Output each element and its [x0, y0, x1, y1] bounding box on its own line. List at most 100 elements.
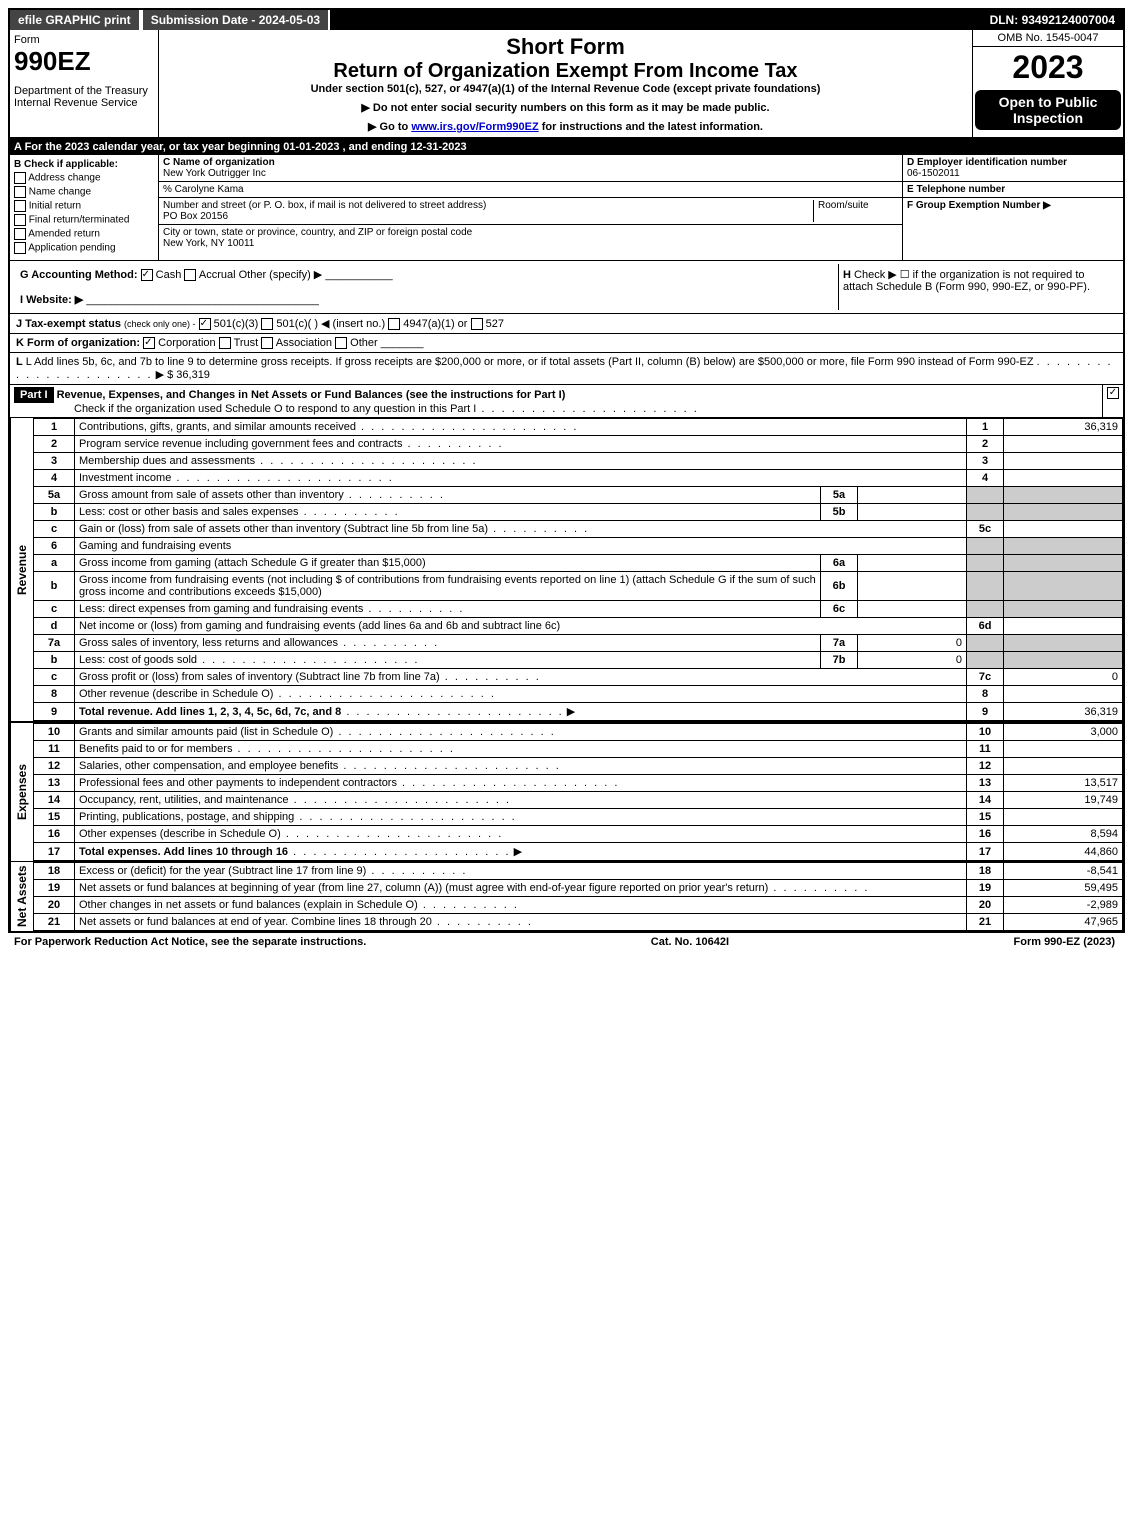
line-16: 16 Other expenses (describe in Schedule …	[34, 826, 1123, 843]
goto-post: for instructions and the latest informat…	[542, 121, 763, 133]
chk-cash[interactable]	[141, 269, 153, 281]
chk-final-return[interactable]: Final return/terminated	[14, 214, 154, 226]
dln-value: 93492124007004	[1022, 13, 1115, 27]
page-footer: For Paperwork Reduction Act Notice, see …	[8, 933, 1121, 951]
line-6a: a Gross income from gaming (attach Sched…	[34, 555, 1123, 572]
revenue-section: Revenue 1 Contributions, gifts, grants, …	[10, 418, 1123, 721]
netassets-side-label: Net Assets	[10, 862, 33, 931]
city-label: City or town, state or province, country…	[163, 227, 472, 238]
footer-right: Form 990-EZ (2023)	[1014, 936, 1116, 948]
dln-label: DLN:	[990, 13, 1022, 27]
chk-501c3[interactable]	[199, 318, 211, 330]
line-2: 2 Program service revenue including gove…	[34, 436, 1123, 453]
group-exemption-row: F Group Exemption Number ▶	[903, 198, 1123, 213]
chk-address-change[interactable]: Address change	[14, 172, 154, 184]
header-left: Form 990EZ Department of the Treasury In…	[10, 30, 159, 137]
row-l-amount: $ 36,319	[167, 369, 210, 381]
revenue-side-label: Revenue	[10, 418, 33, 721]
part1-check[interactable]	[1102, 385, 1123, 417]
org-name-label: C Name of organization	[163, 157, 275, 168]
line-5b: b Less: cost or other basis and sales ex…	[34, 504, 1123, 521]
street-row: Number and street (or P. O. box, if mail…	[159, 198, 902, 225]
under-section-note: Under section 501(c), 527, or 4947(a)(1)…	[163, 83, 968, 95]
irs-link[interactable]: www.irs.gov/Form990EZ	[411, 121, 538, 133]
form-header: Form 990EZ Department of the Treasury In…	[10, 30, 1123, 139]
line-20: 20 Other changes in net assets or fund b…	[34, 897, 1123, 914]
line-18: 18 Excess or (deficit) for the year (Sub…	[34, 863, 1123, 880]
tel-row: E Telephone number	[903, 182, 1123, 198]
section-c: C Name of organization New York Outrigge…	[159, 155, 902, 260]
expenses-side-label: Expenses	[10, 723, 33, 861]
website-label: I Website: ▶	[20, 294, 83, 306]
line-6b: b Gross income from fundraising events (…	[34, 572, 1123, 601]
row-h-text: Check ▶ ☐ if the organization is not req…	[843, 269, 1090, 293]
row-l: L L Add lines 5b, 6c, and 7b to line 9 t…	[10, 353, 1123, 385]
revenue-table: 1 Contributions, gifts, grants, and simi…	[33, 418, 1123, 721]
accounting-method-label: G Accounting Method:	[20, 269, 138, 281]
chk-name-change[interactable]: Name change	[14, 186, 154, 198]
chk-trust[interactable]	[219, 337, 231, 349]
line-3: 3 Membership dues and assessments 3	[34, 453, 1123, 470]
row-gh: G Accounting Method: Cash Accrual Other …	[10, 261, 1123, 314]
section-bcdef: B Check if applicable: Address change Na…	[10, 155, 1123, 261]
open-inspection-badge: Open to Public Inspection	[975, 90, 1121, 130]
submission-date-value: 2024-05-03	[259, 13, 320, 27]
section-b: B Check if applicable: Address change Na…	[10, 155, 159, 260]
dln: DLN: 93492124007004	[982, 10, 1123, 30]
goto-link-row: ▶ Go to www.irs.gov/Form990EZ for instru…	[163, 120, 968, 133]
line-10: 10 Grants and similar amounts paid (list…	[34, 724, 1123, 741]
ein-row: D Employer identification number 06-1502…	[903, 155, 1123, 182]
chk-527[interactable]	[471, 318, 483, 330]
return-title: Return of Organization Exempt From Incom…	[163, 60, 968, 83]
line-5c: c Gain or (loss) from sale of assets oth…	[34, 521, 1123, 538]
line-9: 9 Total revenue. Add lines 1, 2, 3, 4, 5…	[34, 703, 1123, 721]
section-def: D Employer identification number 06-1502…	[902, 155, 1123, 260]
chk-amended[interactable]: Amended return	[14, 228, 154, 240]
row-g: G Accounting Method: Cash Accrual Other …	[16, 264, 838, 310]
line-5a: 5a Gross amount from sale of assets othe…	[34, 487, 1123, 504]
line-6c: c Less: direct expenses from gaming and …	[34, 601, 1123, 618]
line-6d: d Net income or (loss) from gaming and f…	[34, 618, 1123, 635]
row-a-tax-year: A For the 2023 calendar year, or tax yea…	[10, 139, 1123, 155]
expenses-section: Expenses 10 Grants and similar amounts p…	[10, 721, 1123, 861]
footer-left: For Paperwork Reduction Act Notice, see …	[14, 936, 366, 948]
line-1: 1 Contributions, gifts, grants, and simi…	[34, 419, 1123, 436]
line-19: 19 Net assets or fund balances at beginn…	[34, 880, 1123, 897]
org-name-value: New York Outrigger Inc	[163, 168, 266, 179]
line-14: 14 Occupancy, rent, utilities, and maint…	[34, 792, 1123, 809]
chk-initial-return[interactable]: Initial return	[14, 200, 154, 212]
short-form-title: Short Form	[163, 34, 968, 60]
org-name-row: C Name of organization New York Outrigge…	[159, 155, 902, 182]
row-l-text: L Add lines 5b, 6c, and 7b to line 9 to …	[26, 356, 1034, 368]
footer-center: Cat. No. 10642I	[651, 936, 729, 948]
efile-print-label[interactable]: efile GRAPHIC print	[10, 10, 141, 30]
form-org-label: K Form of organization:	[16, 337, 140, 349]
row-k: K Form of organization: Corporation Trus…	[10, 334, 1123, 353]
department-label: Department of the Treasury Internal Reve…	[14, 85, 154, 109]
chk-app-pending[interactable]: Application pending	[14, 242, 154, 254]
top-bar: efile GRAPHIC print Submission Date - 20…	[10, 10, 1123, 30]
chk-501c[interactable]	[261, 318, 273, 330]
ein-value: 06-1502011	[907, 168, 960, 179]
chk-other-org[interactable]	[335, 337, 347, 349]
omb-number: OMB No. 1545-0047	[973, 30, 1123, 47]
submission-date: Submission Date - 2024-05-03	[141, 10, 330, 30]
line-8: 8 Other revenue (describe in Schedule O)…	[34, 686, 1123, 703]
line-11: 11 Benefits paid to or for members 11	[34, 741, 1123, 758]
form-990ez-container: efile GRAPHIC print Submission Date - 20…	[8, 8, 1125, 933]
part1-subtitle: Check if the organization used Schedule …	[74, 403, 476, 415]
tax-year: 2023	[973, 47, 1123, 88]
chk-corp[interactable]	[143, 337, 155, 349]
chk-assoc[interactable]	[261, 337, 273, 349]
part1-badge: Part I	[14, 387, 54, 403]
line-12: 12 Salaries, other compensation, and emp…	[34, 758, 1123, 775]
header-center: Short Form Return of Organization Exempt…	[159, 30, 972, 137]
line-21: 21 Net assets or fund balances at end of…	[34, 914, 1123, 931]
line-17: 17 Total expenses. Add lines 10 through …	[34, 843, 1123, 861]
chk-4947[interactable]	[388, 318, 400, 330]
part1-header-row: Part I Revenue, Expenses, and Changes in…	[10, 385, 1123, 418]
ssn-warning: ▶ Do not enter social security numbers o…	[163, 101, 968, 114]
form-label: Form	[14, 34, 154, 46]
chk-accrual[interactable]	[184, 269, 196, 281]
row-h-label: H	[843, 269, 851, 281]
